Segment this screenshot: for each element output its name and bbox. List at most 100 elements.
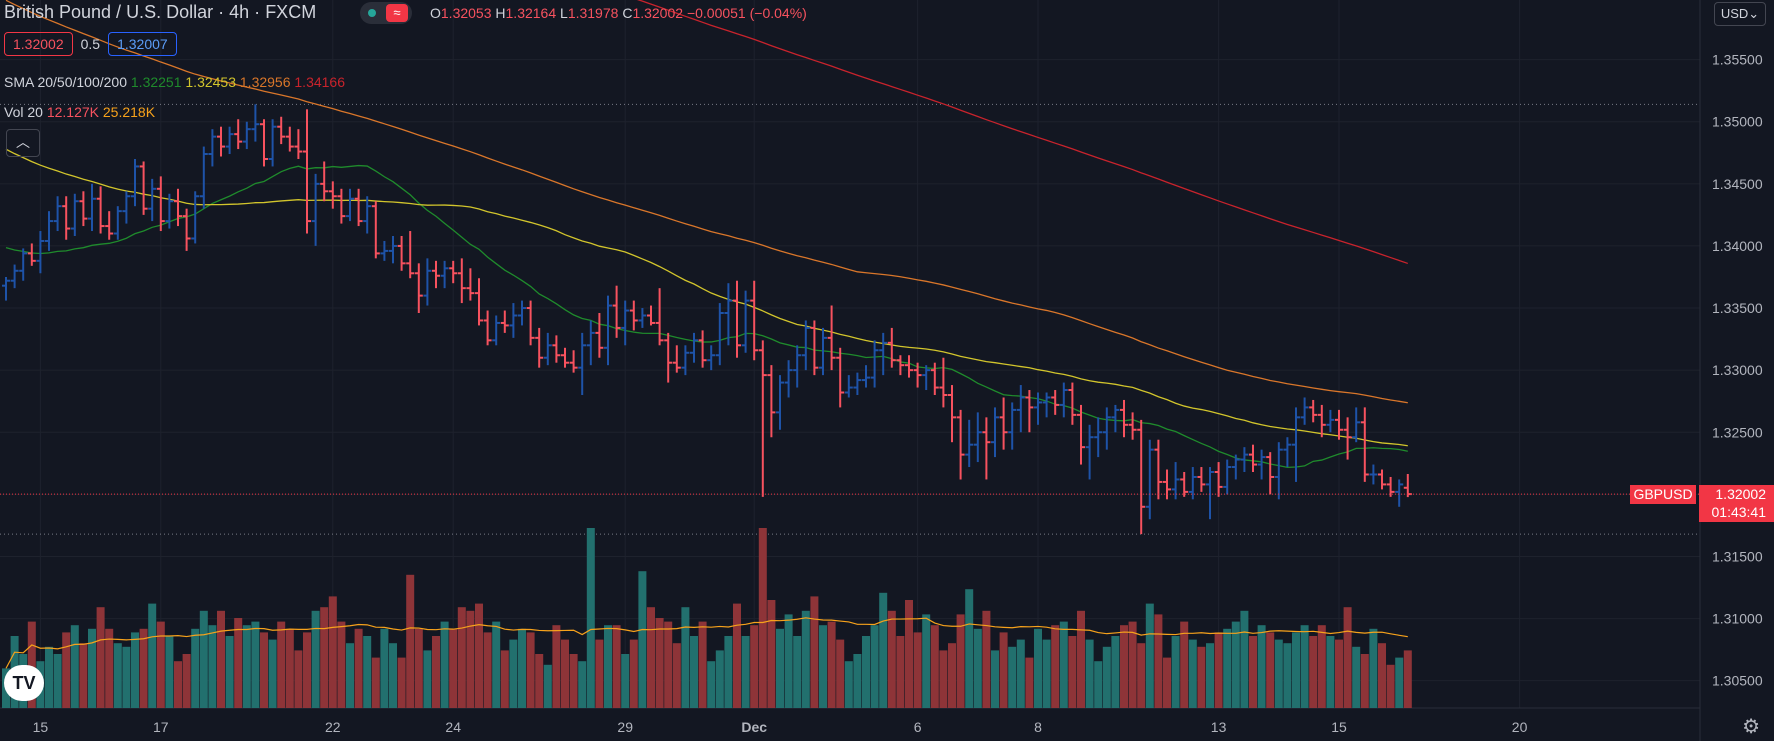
volume-bar xyxy=(122,646,131,708)
volume-bar xyxy=(1051,625,1060,708)
chevron-down-icon: ⌄ xyxy=(1748,6,1760,21)
volume-bar xyxy=(741,636,750,708)
volume-bar xyxy=(999,632,1008,708)
volume-bar xyxy=(389,643,397,708)
volume-bar xyxy=(844,661,853,708)
currency-select[interactable]: USD⌄ xyxy=(1714,2,1766,26)
volume-bar xyxy=(612,625,621,708)
volume-bar xyxy=(88,628,96,708)
high-value: 1.32164 xyxy=(505,5,557,21)
volume-bar xyxy=(303,632,311,708)
volume-bar xyxy=(285,628,294,708)
y-tick-label: 1.32500 xyxy=(1712,424,1763,440)
volume-bar xyxy=(1360,654,1369,708)
volume-bar xyxy=(380,628,389,708)
volume-bar xyxy=(354,628,363,708)
wave-icon[interactable]: ≈ xyxy=(386,4,408,22)
volume-bar xyxy=(1335,639,1343,708)
volume-bar xyxy=(905,600,913,708)
market-status-toggle[interactable]: ≈ xyxy=(360,2,412,24)
volume-bar xyxy=(586,528,595,708)
volume-bar xyxy=(414,628,423,708)
volume-bar xyxy=(492,621,501,708)
volume-bar xyxy=(1137,643,1146,708)
volume-bar xyxy=(1128,621,1137,708)
change-value: −0.00051 (−0.04%) xyxy=(686,5,807,21)
volume-bar xyxy=(139,628,148,708)
volume-bar xyxy=(1249,636,1257,708)
volume-bar xyxy=(311,610,320,708)
volume-bar xyxy=(1016,639,1025,708)
volume-bar xyxy=(1068,636,1077,708)
volume-bar xyxy=(53,654,62,708)
bid-button[interactable]: 1.32002 xyxy=(4,32,73,56)
volume-bar xyxy=(552,625,561,708)
symbol-header[interactable]: British Pound / U.S. Dollar · 4h · FXCM xyxy=(4,2,316,23)
sma50-line xyxy=(5,148,1408,447)
volume-bar xyxy=(225,636,234,708)
volume-bar xyxy=(604,625,612,708)
volume-bar xyxy=(1034,628,1042,708)
gear-icon[interactable]: ⚙ xyxy=(1742,716,1760,738)
x-tick-label: 15 xyxy=(1331,719,1347,735)
volume-bar xyxy=(1094,661,1103,708)
volume-bar xyxy=(784,614,793,708)
open-value: 1.32053 xyxy=(440,5,492,21)
volume-bar xyxy=(1378,643,1386,708)
low-value: 1.31978 xyxy=(567,5,619,21)
volume-bar xyxy=(191,628,200,708)
volume-bar xyxy=(277,621,286,708)
volume-bar xyxy=(1180,621,1189,708)
y-tick-label: 1.33000 xyxy=(1712,362,1763,378)
volume-bar xyxy=(62,632,71,708)
x-tick-label: 8 xyxy=(1034,719,1042,735)
symbol-price-tag: GBPUSD xyxy=(1630,485,1696,505)
sma100-line xyxy=(5,0,1408,404)
volume-bar xyxy=(543,664,552,708)
volume-bar xyxy=(991,650,999,708)
ask-button[interactable]: 1.32007 xyxy=(108,32,177,56)
volume-bar xyxy=(1206,643,1214,708)
volume-bar xyxy=(346,643,354,708)
volume-bar xyxy=(1042,639,1051,708)
volume-bar xyxy=(638,571,647,708)
volume-bar xyxy=(862,636,870,708)
volume-bar xyxy=(973,628,982,708)
volume-bar xyxy=(363,636,372,708)
volume-bar xyxy=(595,639,604,708)
volume-bar xyxy=(750,625,759,708)
tradingview-logo-icon[interactable]: TV xyxy=(4,665,44,701)
volume-bar xyxy=(1059,621,1068,708)
close-value: 1.32002 xyxy=(632,5,684,21)
volume-bar xyxy=(242,625,251,708)
volume-bar xyxy=(113,643,122,708)
volume-bar xyxy=(70,625,79,708)
volume-bar xyxy=(913,632,922,708)
volume-bar xyxy=(45,646,53,708)
volume-bar xyxy=(500,650,509,708)
volume-bar xyxy=(956,614,965,708)
sma-legend[interactable]: SMA 20/50/100/200 1.32251 1.32453 1.3295… xyxy=(4,74,345,90)
collapse-legend-button[interactable]: ︿ xyxy=(6,129,40,157)
volume-bar xyxy=(1154,614,1163,708)
chevron-up-icon: ︿ xyxy=(16,134,30,150)
volume-bar xyxy=(1343,607,1352,708)
volume-bar xyxy=(509,639,518,708)
separator-dot: · xyxy=(254,2,261,22)
volume-bar xyxy=(1197,646,1206,708)
volume-legend[interactable]: Vol 20 12.127K 25.218K xyxy=(4,104,155,120)
volume-bar xyxy=(629,639,638,708)
volume-bar xyxy=(724,636,733,708)
volume-bar xyxy=(965,589,974,708)
volume-bar xyxy=(260,632,268,708)
volume-bar xyxy=(681,607,690,708)
x-tick-label: 17 xyxy=(153,719,169,735)
volume-bar xyxy=(793,636,802,708)
volume-bar xyxy=(1352,646,1361,708)
x-tick-label: 29 xyxy=(617,719,633,735)
spread-value: 0.5 xyxy=(80,36,101,52)
volume-bar xyxy=(79,643,88,708)
volume-bar xyxy=(1077,610,1085,708)
volume-bar xyxy=(165,636,174,708)
